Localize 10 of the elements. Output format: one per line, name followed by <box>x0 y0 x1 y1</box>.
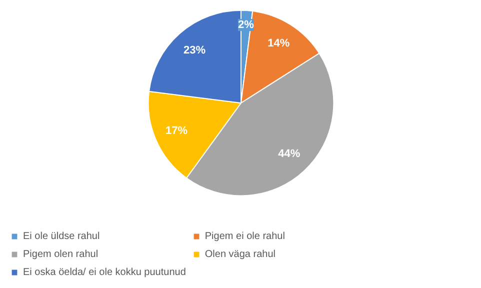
legend-label: Pigem olen rahul <box>23 248 98 260</box>
data-label: 23% <box>184 44 206 56</box>
data-label: 2% <box>238 19 254 32</box>
legend-label: Olen väga rahul <box>204 248 276 260</box>
legend-label: Pigem ei ole rahul <box>204 230 285 242</box>
data-label: 17% <box>166 124 188 137</box>
data-label: 44% <box>278 148 300 160</box>
legend-label: Ei ole üldse rahul <box>23 230 100 242</box>
legend-label: Ei oska öelda/ ei ole kokku puutunud <box>23 266 186 278</box>
data-label: 14% <box>268 38 290 50</box>
